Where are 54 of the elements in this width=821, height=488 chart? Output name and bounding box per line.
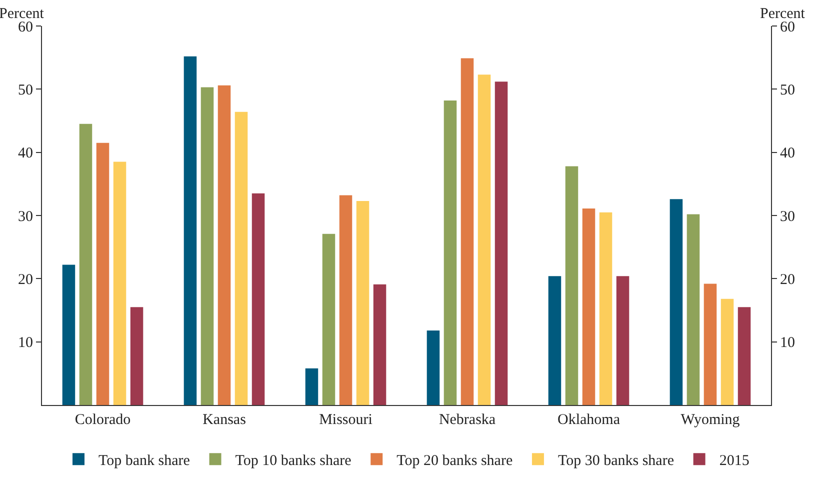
bar	[79, 124, 92, 405]
x-tick-label: Oklahoma	[558, 412, 620, 428]
y2-tick-label: 60	[780, 19, 795, 36]
bar	[305, 368, 318, 405]
legend-label: Top 20 banks share	[396, 453, 513, 469]
y2-tick-label: 30	[780, 208, 795, 225]
legend-label: 2015	[719, 453, 750, 469]
y-tick-label: 30	[18, 208, 33, 225]
x-tick-label: Kansas	[202, 412, 246, 428]
bar	[130, 307, 144, 405]
bar	[582, 208, 596, 405]
bar	[356, 200, 370, 405]
bar	[339, 195, 352, 405]
bar	[184, 56, 197, 405]
bar	[720, 298, 734, 405]
y-tick-label: 10	[18, 335, 33, 352]
bar	[218, 85, 231, 405]
bar	[686, 214, 700, 405]
legend-label: Top 10 banks share	[235, 453, 352, 469]
bar	[478, 74, 491, 405]
y-tick-label: 60	[18, 19, 33, 36]
y2-tick-label: 40	[780, 146, 795, 162]
x-tick-label: Colorado	[74, 412, 131, 428]
bar	[444, 100, 457, 405]
y2-tick-label: 10	[780, 335, 795, 352]
bar	[62, 264, 76, 405]
y2-tick-label: 20	[780, 272, 795, 288]
legend-label: Top 30 banks share	[558, 453, 674, 469]
y-tick-label: 20	[18, 272, 33, 288]
bar	[234, 112, 248, 405]
y-tick-label: 40	[18, 146, 33, 162]
y2-axis-title: Percent	[760, 6, 806, 22]
legend-label: Top bank share	[98, 453, 190, 469]
bar	[494, 82, 508, 405]
bar	[738, 307, 751, 405]
bar	[548, 276, 562, 405]
x-tick-label: Missouri	[319, 412, 372, 428]
bar	[200, 87, 214, 405]
x-tick-label: Nebraska	[438, 412, 496, 428]
bar	[670, 199, 683, 405]
bar	[460, 58, 474, 405]
bar	[599, 212, 612, 405]
bar	[252, 193, 265, 405]
bar	[565, 166, 578, 405]
bar	[113, 162, 126, 405]
bar	[373, 284, 386, 405]
bar	[322, 234, 336, 405]
x-tick-label: Wyoming	[680, 412, 740, 428]
bar	[616, 276, 630, 405]
y2-tick-label: 50	[780, 82, 795, 98]
y-tick-label: 50	[18, 82, 33, 98]
bar	[426, 330, 440, 405]
bar	[704, 284, 717, 405]
bar	[96, 142, 110, 405]
